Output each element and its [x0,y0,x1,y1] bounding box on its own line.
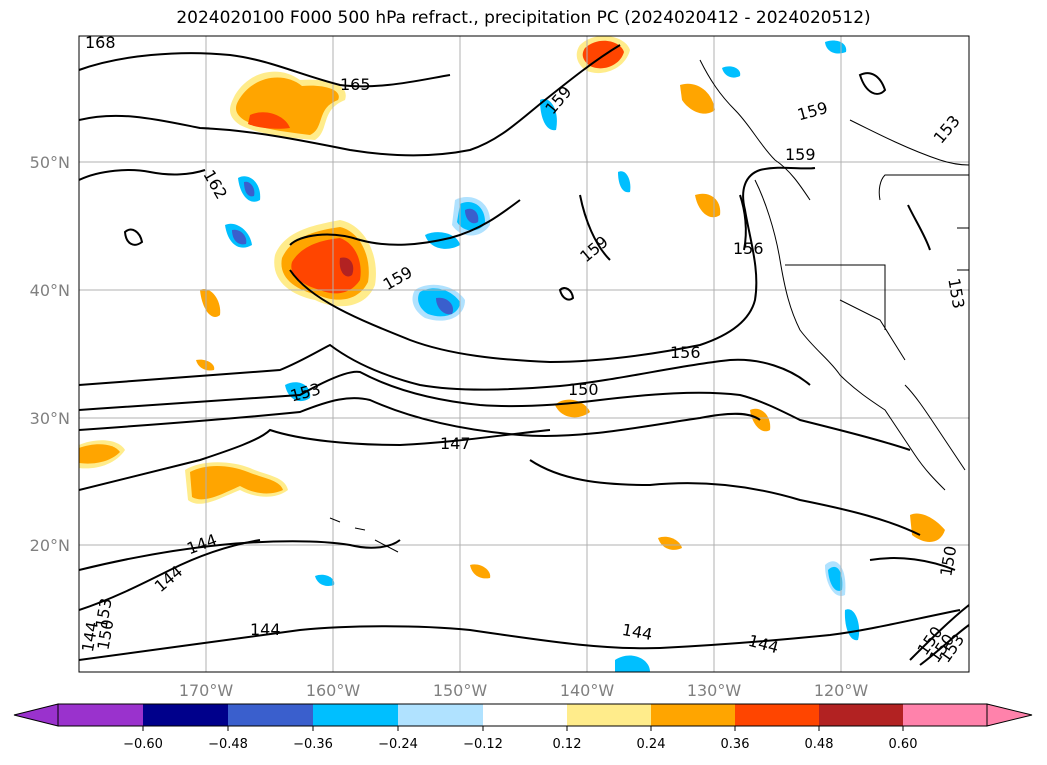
contour-label: 147 [440,434,471,453]
colorbar-segment [58,704,143,726]
colorbar-segment [903,704,987,726]
colorbar-tick-label: −0.24 [378,737,418,752]
colorbar-segment [735,704,819,726]
lon-label: 170°W [178,681,234,700]
precip-negative-area [465,208,479,224]
colorbar-extend-low [13,703,59,727]
precip-positive-area [291,238,361,294]
precip-positive-area [658,536,682,550]
contour-label: 144 [78,620,102,653]
colorbar-segment [398,704,483,726]
precip-negative-area [436,297,454,315]
colorbar-tick-label: −0.60 [123,737,163,752]
map-frame [78,35,970,673]
precip-negative-area [722,66,741,78]
colorbar-segment [228,704,313,726]
precip-positive-area [196,359,215,371]
colorbar-tick-label: −0.12 [463,737,503,752]
refractivity-contours [79,44,969,666]
colorbar-tick-label: −0.48 [208,737,248,752]
colorbar-segment [483,704,567,726]
precip-positive-area [750,408,771,432]
precip-negative-area [828,566,843,591]
precip-positive-area [248,112,290,129]
colorbar-segment [143,704,228,726]
colorbar-tick-label: 0.48 [804,737,834,752]
lat-label: 20°N [29,536,70,555]
contour-label: 156 [733,239,764,258]
precip-negative-area [615,655,650,672]
lat-label: 50°N [29,153,70,172]
colorbar-tick-label: −0.36 [293,737,333,752]
colorbar-tick-label: 0.60 [888,737,918,752]
map-title: 2024020100 F000 500 hPa refract., precip… [176,8,871,28]
map-plot-area [79,36,969,672]
precip-negative-area [618,171,631,193]
contour-label: 168 [85,33,116,52]
colorbar-extend-high [986,703,1033,727]
contour-label: 165 [340,75,371,94]
contour-label: 159 [785,145,816,164]
precip-positive-area [582,40,624,69]
colorbar-segment [313,704,398,726]
contour-label: 156 [670,343,701,362]
colorbar-segment [819,704,903,726]
colorbar-tick-label: 0.24 [636,737,666,752]
precip-positive-area [470,564,491,579]
lon-label: 140°W [559,681,615,700]
precip-positive-area [190,466,283,500]
lon-label: 120°W [813,681,869,700]
contour-label: 150 [568,380,599,399]
precip-positive-area [200,289,221,318]
precipitation-shading [79,36,945,672]
precip-negative-area [232,229,247,245]
precip-negative-area [244,181,255,197]
precip-positive-area [680,83,715,114]
lon-label: 160°W [305,681,361,700]
colorbar-tick-label: 0.12 [552,737,582,752]
coastline [329,59,969,553]
lon-label: 150°W [432,681,488,700]
lon-label: 130°W [686,681,742,700]
contour-label: 144 [250,620,281,639]
colorbar-segment [567,704,651,726]
precip-positive-area [339,257,354,277]
colorbar [13,703,1033,731]
precip-positive-area [79,444,120,464]
colorbar-tick-label: 0.36 [720,737,750,752]
precip-negative-area [315,574,335,586]
colorbar-segment [651,704,735,726]
precip-negative-area [540,99,557,131]
lat-label: 30°N [29,409,70,428]
lat-label: 40°N [29,281,70,300]
